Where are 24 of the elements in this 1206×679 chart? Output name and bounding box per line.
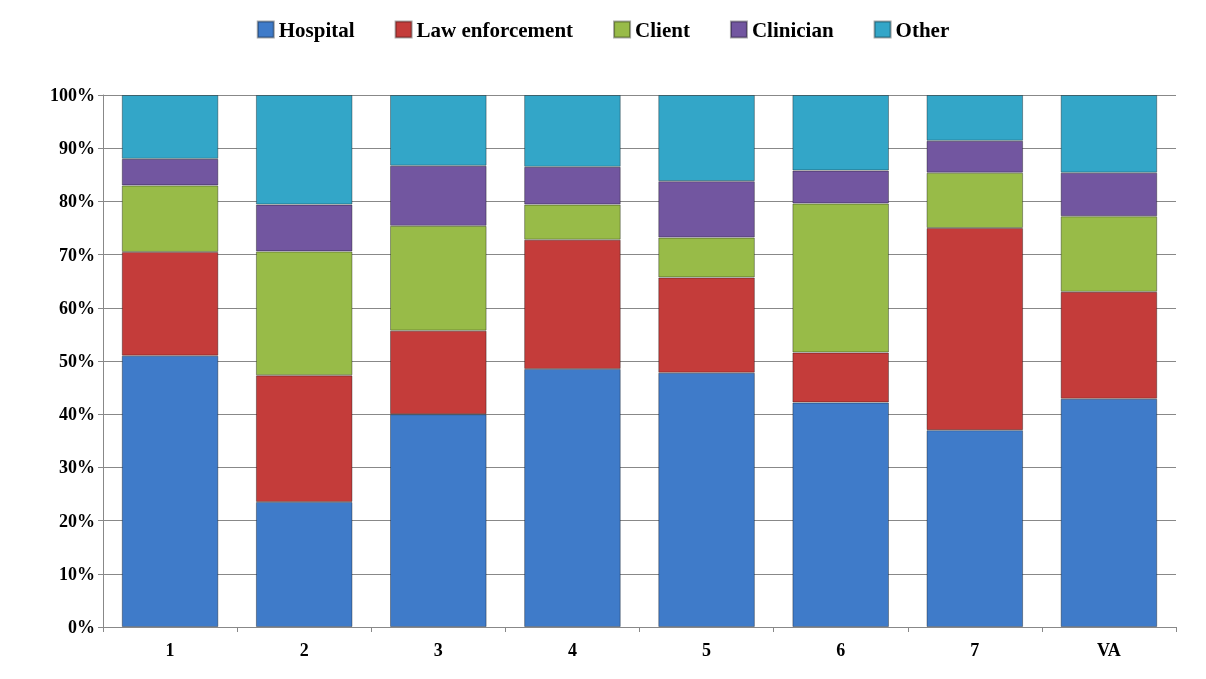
y-tick-label: 80% xyxy=(59,191,95,212)
x-tick-label: 1 xyxy=(165,640,175,660)
y-tick-label: 30% xyxy=(59,457,95,478)
legend-label: Client xyxy=(635,17,690,42)
legend-label: Law enforcement xyxy=(416,17,574,42)
y-tick-label: 50% xyxy=(59,351,95,371)
x-tick-label: 2 xyxy=(299,640,309,660)
y-tick-label: 60% xyxy=(59,297,95,318)
y-tick-label: 0% xyxy=(68,617,95,637)
y-tick-label: 100% xyxy=(50,85,95,105)
x-tick-label: 6 xyxy=(836,640,846,660)
x-tick-label: 3 xyxy=(433,640,443,660)
x-tick-label: 5 xyxy=(702,640,712,660)
y-tick-label: 70% xyxy=(59,244,95,265)
x-tick-label: VA xyxy=(1097,640,1121,660)
legend-label: Clinician xyxy=(751,17,834,42)
x-tick-label: 7 xyxy=(970,640,980,660)
legend-label: Hospital xyxy=(278,17,355,42)
y-tick-label: 20% xyxy=(59,510,95,531)
legend-label: Other xyxy=(895,17,950,42)
y-tick-label: 90% xyxy=(59,138,95,159)
y-tick-label: 10% xyxy=(59,563,95,584)
x-tick-label: 4 xyxy=(567,640,577,660)
y-tick-label: 40% xyxy=(59,404,95,425)
